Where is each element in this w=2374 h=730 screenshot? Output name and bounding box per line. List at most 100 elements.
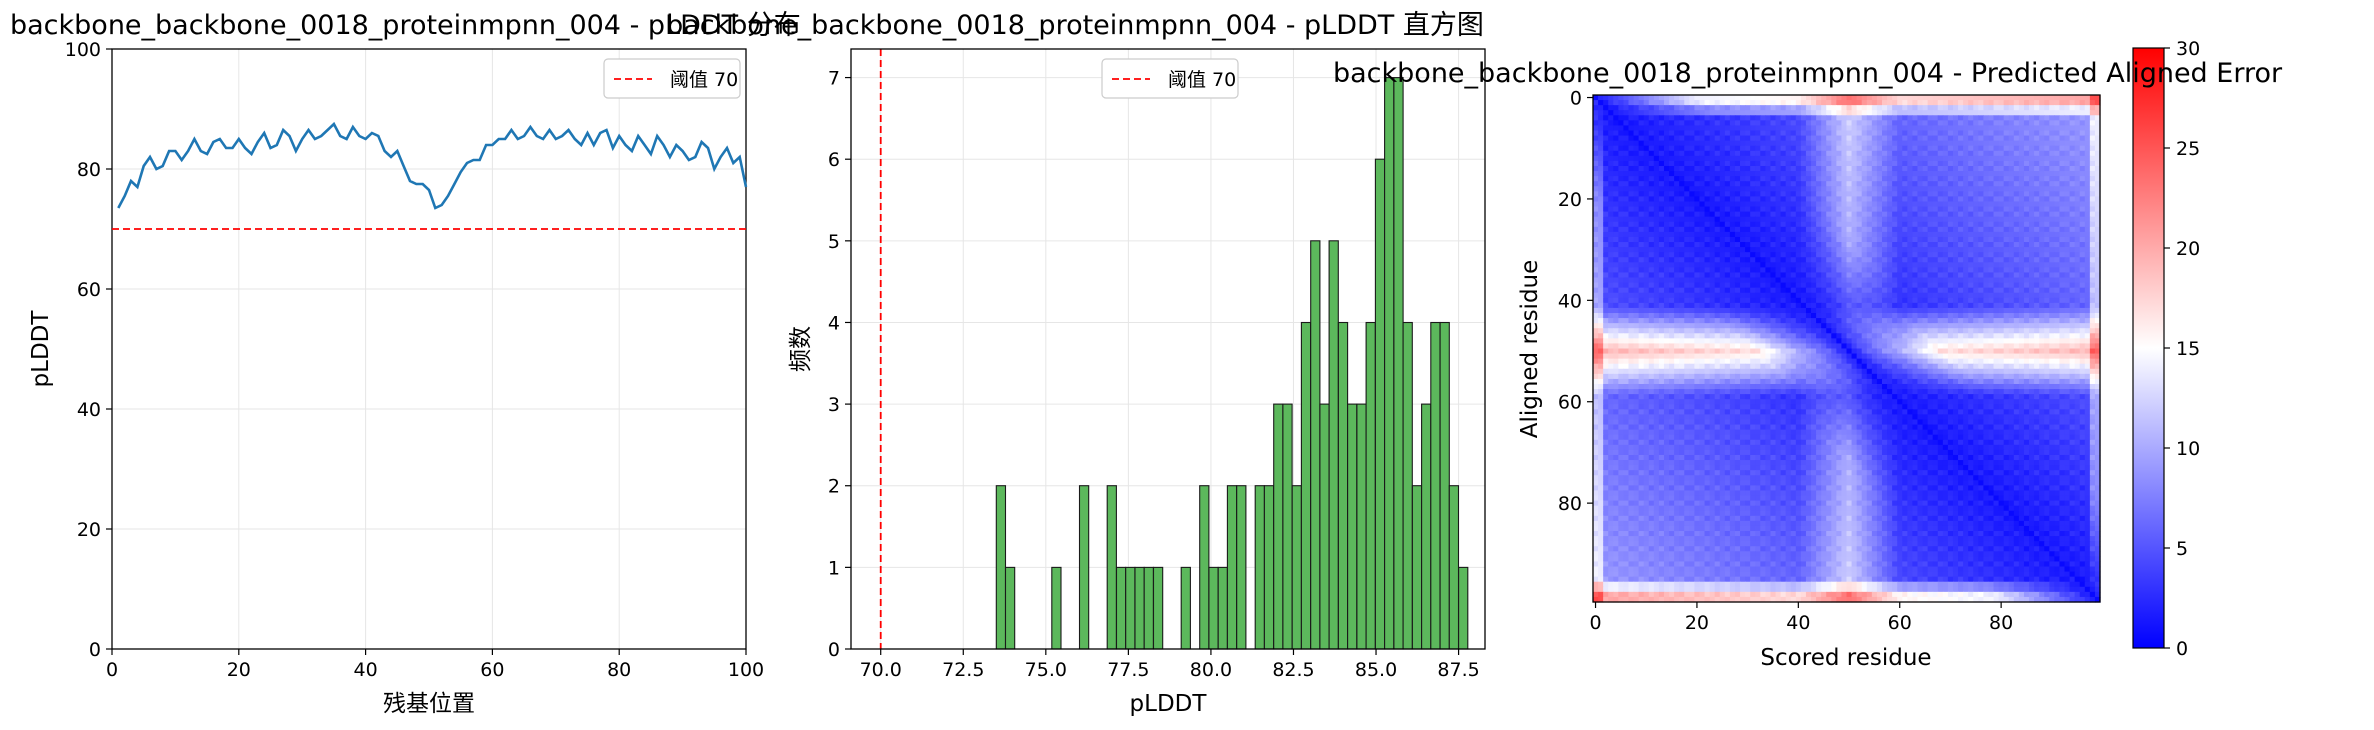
heatmap-cell [1922,150,1929,157]
heatmap-cell [2084,287,2091,294]
heatmap-cell [1811,140,1817,147]
heatmap-cell [1988,252,1995,258]
heatmap-cell [1952,201,1959,208]
y-tick-label: 20 [77,519,101,541]
heatmap-cell [1866,333,1873,339]
heatmap-cell [1795,333,1802,339]
heatmap-cell [2013,110,2020,116]
heatmap-cell [1618,292,1625,299]
heatmap-cell [1714,181,1721,187]
heatmap-cell [1978,282,1984,289]
heatmap-cell [2064,140,2071,147]
heatmap-cell [1729,125,1736,132]
heatmap-cell [1770,206,1777,213]
heatmap-cell [1897,297,1903,304]
heatmap-cell [1978,328,1984,334]
heatmap-cell [1628,277,1635,284]
heatmap-cell [1765,191,1772,197]
heatmap-cell [1689,206,1695,213]
heatmap-cell [1927,313,1934,319]
heatmap-cell [2013,211,2020,218]
heatmap-cell [2069,165,2076,172]
heatmap-cell [1947,267,1954,274]
heatmap-cell [1714,267,1721,274]
heatmap-cell [1973,176,1979,182]
heatmap-cell [2003,277,2010,284]
heatmap-cell [1856,333,1863,339]
heatmap-cell [2008,181,2015,187]
histogram-bar [1125,566,1136,650]
heatmap-cell [1719,211,1726,218]
heatmap-cell [1684,95,1690,101]
heatmap-cell [1618,145,1625,152]
heatmap-cell [1750,110,1756,116]
heatmap-cell [2034,95,2040,101]
heatmap-cell [1724,221,1731,228]
heatmap-cell [1734,323,1741,329]
heatmap-cell [1618,120,1625,127]
heatmap-cell [1643,181,1650,187]
heatmap-cell [1836,186,1843,192]
heatmap-cell [1719,140,1726,147]
heatmap-cell [1881,267,1888,274]
heatmap-cell [1811,186,1817,192]
heatmap-cell [1770,221,1777,228]
heatmap-cell [1887,328,1893,334]
histogram-bar [1365,321,1376,650]
heatmap-cell [1699,155,1706,162]
heatmap-cell [1947,277,1954,284]
heatmap-cell [1653,181,1660,187]
heatmap-cell [1669,115,1675,121]
heatmap-cell [1679,171,1685,177]
heatmap-cell [1648,181,1655,187]
heatmap-cell [2059,105,2066,111]
heatmap-cell [1952,165,1959,172]
heatmap-cell [1603,302,1609,309]
heatmap-cell [2008,333,2015,339]
heatmap-cell [1795,313,1802,319]
heatmap-cell [1871,171,1878,177]
heatmap-cell [1740,313,1746,319]
heatmap-cell [2029,135,2035,142]
heatmap-cell [1780,100,1787,106]
heatmap-cell [1871,176,1878,182]
heatmap-cell [2029,186,2035,192]
heatmap-cell [1846,231,1853,238]
heatmap-cell [1780,247,1787,253]
heatmap-cell [1760,100,1766,106]
heatmap-cell [1633,115,1640,121]
heatmap-cell [2054,135,2061,142]
heatmap-cell [2049,318,2055,324]
heatmap-cell [1866,287,1873,294]
heatmap-cell [1684,145,1690,152]
heatmap-cell [1663,267,1670,274]
heatmap-cell [1663,313,1670,319]
heatmap-cell [1734,302,1741,309]
heatmap-cell [1795,145,1802,152]
heatmap-cell [1836,125,1843,132]
heatmap-cell [1593,333,1599,339]
heatmap-cell [1714,221,1721,228]
heatmap-cell [2008,252,2015,258]
heatmap-cell [1968,171,1974,177]
heatmap-cell [1709,262,1716,268]
heatmap-cell [1968,287,1974,294]
heatmap-cell [1988,160,1995,167]
heatmap-cell [1831,150,1837,157]
heatmap-cell [2064,120,2071,127]
heatmap-cell [1780,120,1787,127]
heatmap-cell [1780,211,1787,218]
heatmap-cell [1968,292,1974,299]
heatmap-cell [1780,242,1787,248]
heatmap-cell [1932,196,1939,203]
heatmap-cell [2084,140,2091,147]
heatmap-cell [1694,140,1701,147]
heatmap-cell [2018,247,2025,253]
heatmap-cell [2018,257,2025,263]
heatmap-cell [1603,226,1609,233]
heatmap-cell [1694,338,1701,345]
heatmap-cell [1932,150,1939,157]
heatmap-cell [1912,221,1919,228]
heatmap-cell [1861,247,1868,253]
heatmap-cell [1998,267,2005,274]
